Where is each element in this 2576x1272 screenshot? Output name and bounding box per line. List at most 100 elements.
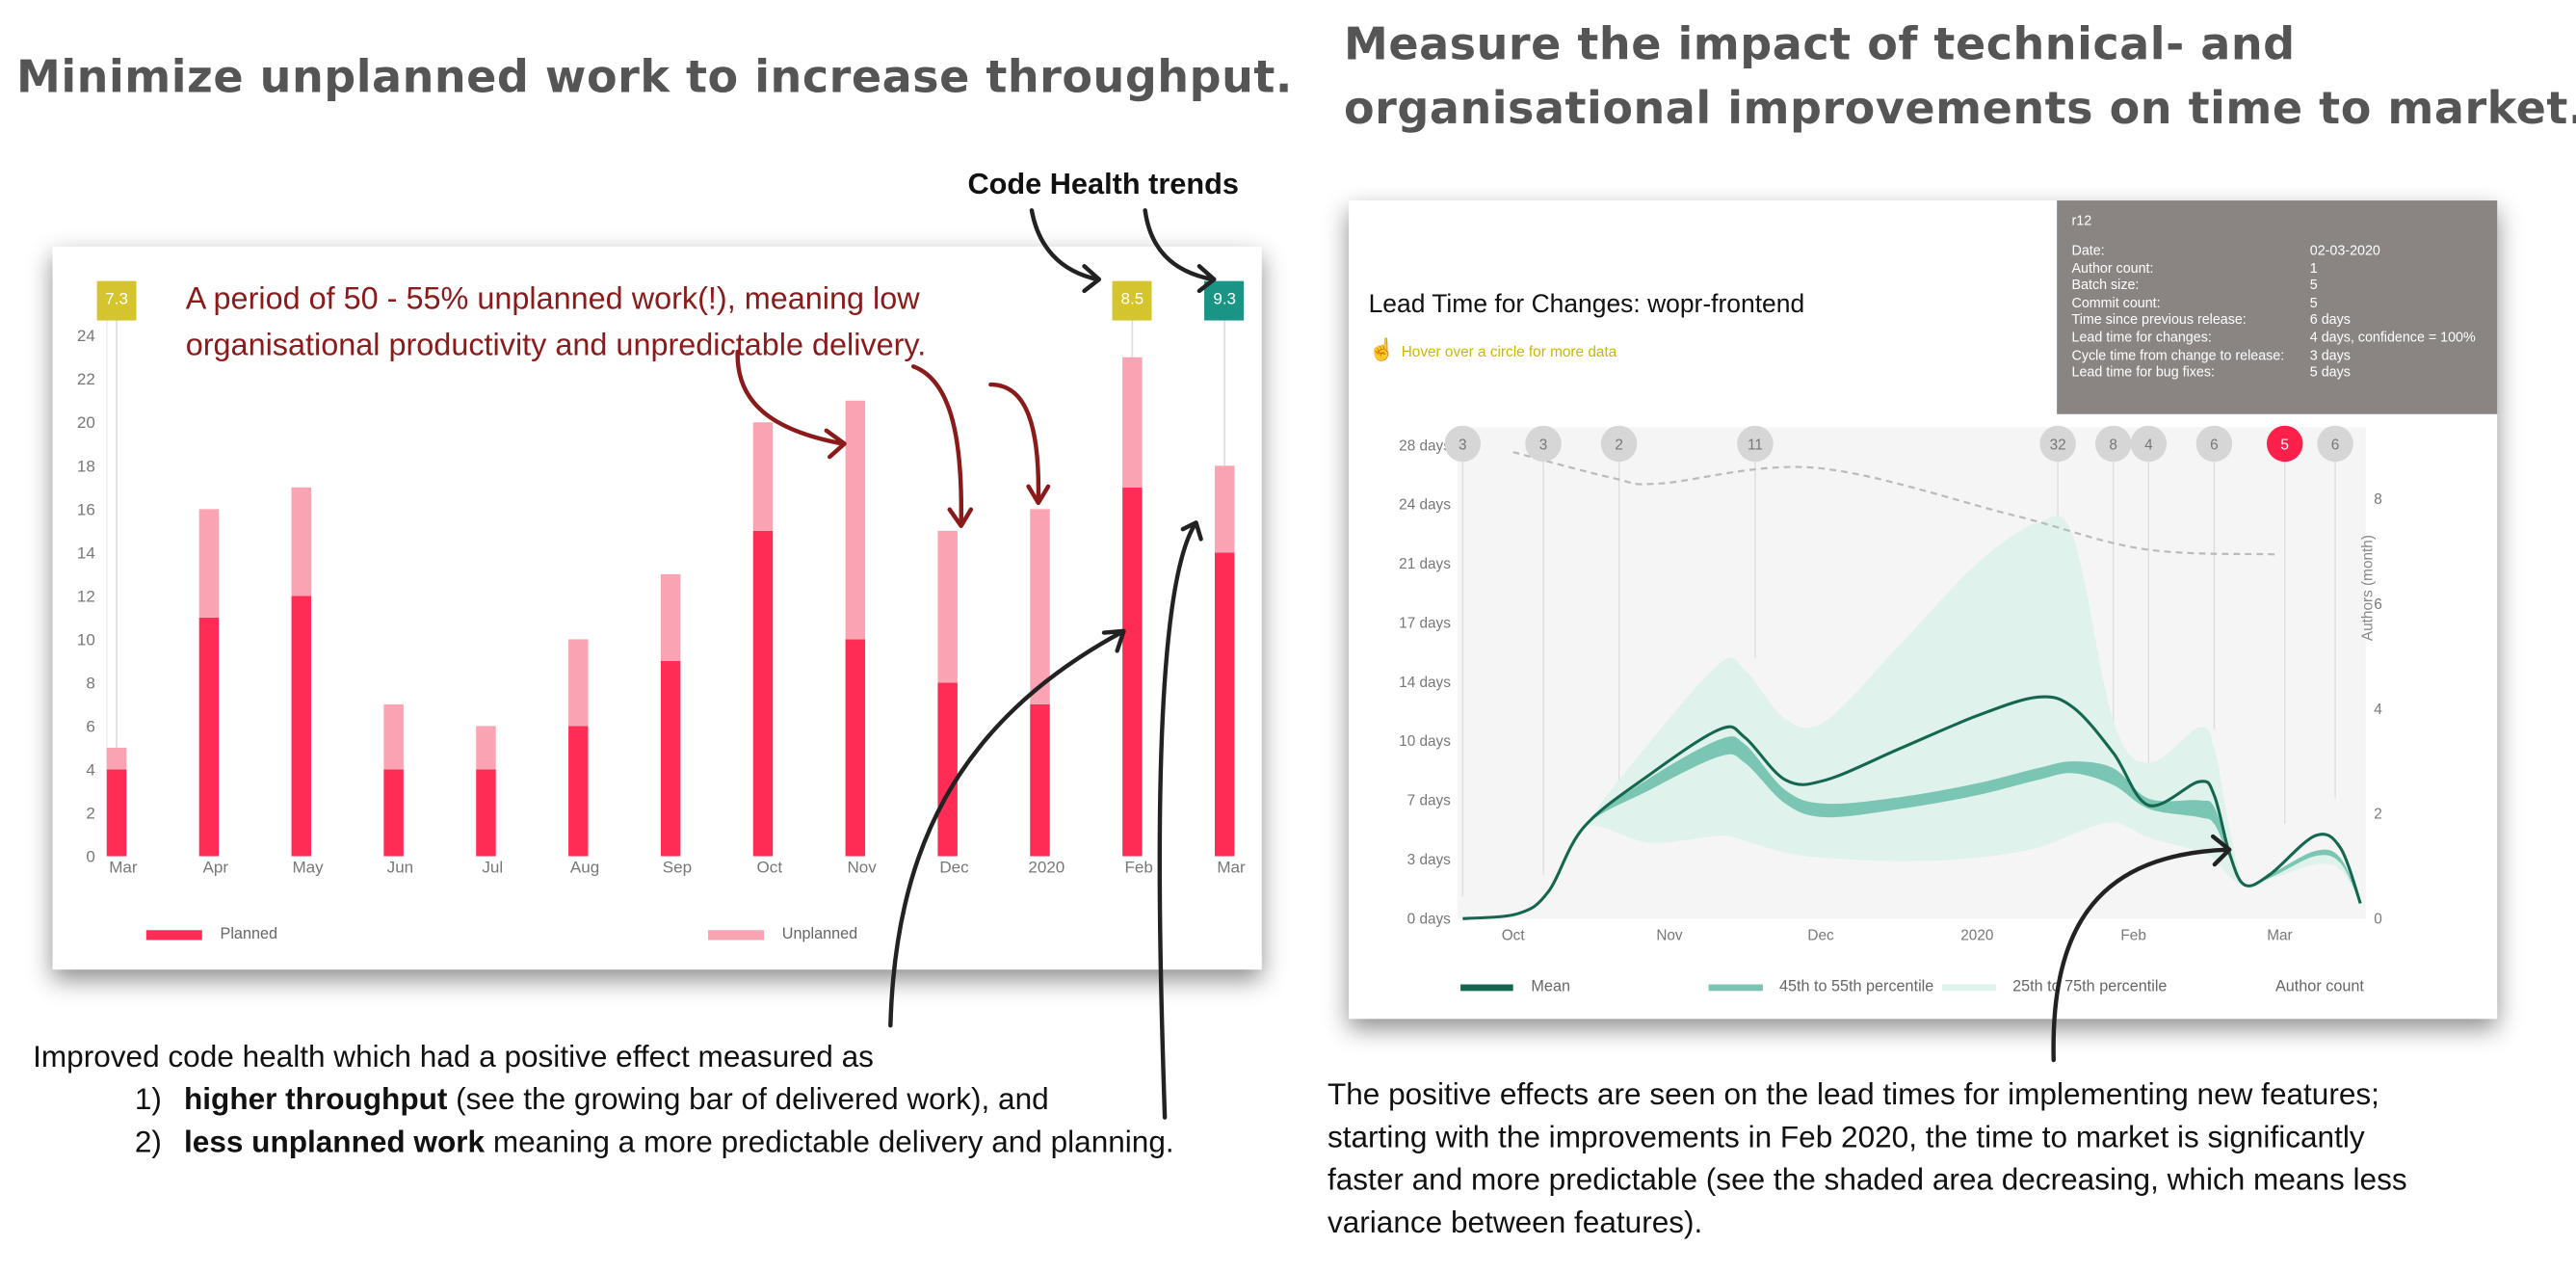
tooltip-value: 3 days bbox=[2309, 346, 2351, 363]
y-tick-label: 0 bbox=[86, 847, 94, 865]
release-label[interactable]: 5 bbox=[2280, 437, 2289, 453]
release-label[interactable]: 4 bbox=[2144, 437, 2153, 453]
tooltip-key: Lead time for bug fixes: bbox=[2071, 363, 2215, 381]
arrow-icon bbox=[910, 364, 974, 528]
y-tick-label: 6 bbox=[86, 717, 94, 735]
x-tick-label: May bbox=[292, 859, 324, 877]
release-circle bbox=[2039, 425, 2076, 463]
item-rest: meaning a more predictable delivery and … bbox=[485, 1124, 1174, 1159]
y-tick-label: 18 bbox=[77, 457, 95, 475]
release-label[interactable]: 6 bbox=[2210, 437, 2219, 453]
bar-planned bbox=[845, 639, 866, 857]
y-tick-label: 10 bbox=[77, 630, 95, 649]
x-tick-label: Nov bbox=[1656, 927, 1683, 943]
y2-tick-label: 2 bbox=[2374, 807, 2382, 823]
tooltip-key: Time since previous release: bbox=[2071, 310, 2247, 329]
release-circle bbox=[2130, 425, 2168, 463]
bar-unplanned bbox=[383, 703, 404, 770]
x-tick-label: Mar bbox=[109, 859, 138, 877]
y-tick-label: 7 days bbox=[1407, 793, 1451, 809]
x-tick-label: Jun bbox=[387, 859, 414, 877]
tooltip-value: 5 bbox=[2309, 276, 2318, 293]
release-label[interactable]: 3 bbox=[1539, 437, 1548, 453]
bar-planned bbox=[937, 682, 958, 857]
x-tick-label: Jul bbox=[482, 859, 503, 877]
y-tick-label: 14 days bbox=[1399, 675, 1451, 691]
legend-p25-75-label: 25th to 75th percentile bbox=[2012, 977, 2168, 996]
legend-mean-swatch bbox=[1460, 984, 1513, 992]
lead-time-chart-title: Lead Time for Changes: wopr-frontend bbox=[1368, 290, 1805, 319]
y2-tick-label: 8 bbox=[2374, 491, 2382, 508]
release-circle bbox=[2195, 425, 2233, 463]
tooltip-title: r12 bbox=[2071, 211, 2092, 229]
tooltip-value: 02-03-2020 bbox=[2309, 241, 2380, 258]
bar-unplanned bbox=[198, 509, 220, 618]
code-health-arrows bbox=[1029, 208, 1217, 294]
bar-planned bbox=[660, 660, 681, 857]
x-tick-label: 2020 bbox=[1028, 859, 1065, 877]
caption-item-1: 1) higher throughput (see the growing bar… bbox=[33, 1078, 1174, 1121]
caption-intro: Improved code health which had a positiv… bbox=[33, 1038, 874, 1073]
tooltip-key: Commit count: bbox=[2071, 293, 2161, 310]
bar-unplanned bbox=[660, 573, 681, 661]
arrow-icon bbox=[735, 349, 847, 460]
tooltip-value: 1 bbox=[2309, 258, 2318, 276]
release-label[interactable]: 6 bbox=[2331, 437, 2340, 453]
caption-line: starting with the improvements in Feb 20… bbox=[1327, 1119, 2365, 1154]
x-tick-label: Mar bbox=[1217, 859, 1246, 877]
release-label[interactable]: 2 bbox=[1615, 437, 1623, 453]
bar-planned bbox=[1122, 487, 1143, 857]
code-health-badge: 9.3 bbox=[1204, 280, 1245, 321]
release-circle bbox=[2317, 425, 2353, 463]
tooltip-value: 5 bbox=[2309, 293, 2318, 310]
y-tick-label: 22 bbox=[77, 370, 95, 388]
arrow-icon bbox=[1143, 208, 1217, 294]
y-tick-label: 21 days bbox=[1399, 556, 1451, 572]
y-tick-label: 10 days bbox=[1399, 733, 1451, 750]
y-tick-label: 8 bbox=[86, 674, 94, 692]
x-tick-label: Oct bbox=[1502, 927, 1526, 943]
code-health-label: Code Health trends bbox=[967, 167, 1239, 201]
bar-planned bbox=[1030, 703, 1050, 857]
legend-mean-label: Mean bbox=[1531, 977, 1570, 996]
bar-unplanned bbox=[106, 747, 127, 770]
x-tick-label: Mar bbox=[2267, 927, 2292, 943]
bar-unplanned bbox=[937, 530, 958, 683]
left-caption: Improved code health which had a positiv… bbox=[33, 1035, 1174, 1163]
bar-planned bbox=[1214, 552, 1235, 857]
legend-unplanned-swatch bbox=[708, 930, 765, 941]
y-tick-label: 0 days bbox=[1407, 911, 1451, 927]
caption-line: The positive effects are seen on the lea… bbox=[1327, 1076, 2379, 1111]
x-tick-label: Apr bbox=[202, 859, 228, 877]
legend-planned-label: Planned bbox=[220, 925, 277, 943]
y-tick-label: 3 days bbox=[1407, 852, 1451, 868]
tooltip-key: Date: bbox=[2071, 241, 2105, 258]
bar-planned bbox=[383, 769, 404, 857]
release-label[interactable]: 8 bbox=[2109, 437, 2117, 453]
annotation-line-2: organisational productivity and unpredic… bbox=[185, 329, 927, 363]
arrow-icon bbox=[1029, 208, 1102, 294]
release-label[interactable]: 11 bbox=[1748, 437, 1763, 453]
release-label[interactable]: 3 bbox=[1459, 437, 1467, 453]
y-tick-label: 20 bbox=[77, 413, 95, 432]
bar-planned bbox=[106, 769, 127, 857]
y-tick-label: 24 bbox=[77, 327, 95, 345]
y-tick-label: 12 bbox=[77, 587, 95, 605]
bar-unplanned bbox=[291, 487, 312, 596]
item-number: 2) bbox=[134, 1124, 162, 1159]
legend-p45-55-swatch bbox=[1708, 984, 1763, 992]
release-circle bbox=[1737, 425, 1774, 463]
bar-unplanned bbox=[1030, 509, 1050, 704]
unplanned-arrows bbox=[735, 349, 1051, 528]
arrow-icon bbox=[1157, 520, 1203, 1120]
x-tick-label: Dec bbox=[1807, 927, 1834, 943]
hand-pointer-icon: ☝ bbox=[1368, 336, 1396, 362]
release-label[interactable]: 32 bbox=[2050, 437, 2066, 453]
tooltip-key: Batch size: bbox=[2071, 276, 2140, 293]
x-tick-label: Nov bbox=[847, 859, 877, 877]
throughput-chart-card bbox=[52, 246, 1262, 970]
bar-planned bbox=[476, 769, 496, 857]
bar-unplanned bbox=[845, 400, 866, 640]
